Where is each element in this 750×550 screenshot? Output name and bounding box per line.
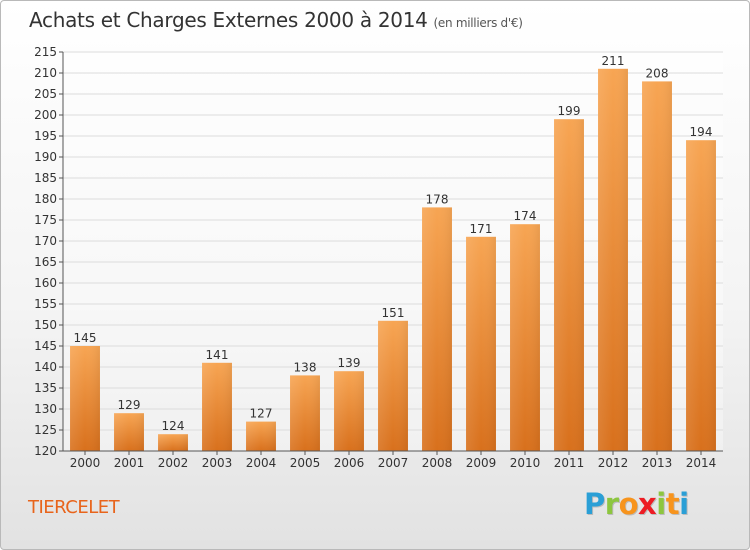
bar-shine [686,140,716,451]
x-tick-label-2007: 2007 [378,456,409,470]
bar-shine [158,434,188,451]
town-name: TIERCELET [28,497,120,518]
y-tick-label: 135 [34,381,57,395]
data-label-2012: 211 [602,54,625,68]
x-tick-label-2004: 2004 [246,456,277,470]
bar-shine [114,413,144,451]
y-tick-label: 175 [34,213,57,227]
data-label-2002: 124 [162,419,185,433]
x-tick-label-2010: 2010 [510,456,541,470]
bar-shine [378,320,408,451]
y-tick-label: 185 [34,171,57,185]
x-tick-label-2000: 2000 [70,456,101,470]
logo-letter: i [656,487,666,521]
y-tick-label: 130 [34,402,57,416]
logo-letter: t [665,487,680,521]
y-tick-label: 195 [34,129,57,143]
bar-shine [70,346,100,451]
chart-title: Achats et Charges Externes 2000 à 2014 (e… [29,8,523,32]
y-tick-label: 165 [34,255,57,269]
logo-letter: P [584,487,605,521]
bar-shine [598,68,628,452]
data-label-2007: 151 [382,306,405,320]
logo-letter: o [618,487,639,521]
x-tick-label-2013: 2013 [642,456,673,470]
x-tick-label-2006: 2006 [334,456,365,470]
x-tick-label-2005: 2005 [290,456,321,470]
y-tick-label: 205 [34,87,57,101]
bars [70,68,716,452]
data-label-2010: 174 [514,209,537,223]
bar-shine [334,371,364,451]
data-label-2003: 141 [206,348,229,362]
data-label-2004: 127 [250,407,273,421]
axes [59,51,723,455]
y-tick-label: 160 [34,276,57,290]
labels: 120 125 130 135 140 145 150 155 160 165 170 175 180 1… [34,45,716,470]
bar-shine [290,375,320,451]
data-label-2006: 139 [338,356,361,370]
x-tick-label-2002: 2002 [158,456,189,470]
data-label-2009: 171 [470,222,493,236]
data-label-2008: 178 [426,192,449,206]
y-tick-label: 150 [34,318,57,332]
x-tick-label-2012: 2012 [598,456,629,470]
bar-shine [554,119,584,451]
bar-shine [422,207,452,451]
y-tick-label: 180 [34,192,57,206]
data-label-2014: 194 [690,125,713,139]
x-tick-label-2014: 2014 [686,456,717,470]
data-label-2001: 129 [118,398,141,412]
logo-letter: i [679,487,689,521]
logo-letter: r [604,487,619,521]
bar-shine [202,362,232,451]
proxiti-logo: Proxiti [584,487,689,521]
data-label-2000: 145 [74,331,97,345]
y-tick-label: 155 [34,297,57,311]
y-tick-label: 200 [34,108,57,122]
bar-shine [466,236,496,451]
data-label-2011: 199 [558,104,581,118]
x-tick-label-2001: 2001 [114,456,145,470]
bar-shine [510,224,540,451]
x-tick-label-2008: 2008 [422,456,453,470]
bar-shine [642,81,672,452]
x-tick-label-2003: 2003 [202,456,233,470]
data-label-2005: 138 [294,360,317,374]
y-tick-label: 125 [34,423,57,437]
y-tick-label: 190 [34,150,57,164]
y-tick-label: 215 [34,45,57,59]
y-tick-label: 145 [34,339,57,353]
y-tick-label: 120 [34,444,57,458]
x-tick-label-2011: 2011 [554,456,585,470]
logo-letter: x [638,487,657,521]
x-tick-label-2009: 2009 [466,456,497,470]
y-tick-label: 170 [34,234,57,248]
y-tick-label: 210 [34,66,57,80]
chart-title-text: Achats et Charges Externes 2000 à 2014 [29,8,428,32]
y-tick-label: 140 [34,360,57,374]
data-label-2013: 208 [646,66,669,80]
bar-shine [246,421,276,451]
chart-subtitle: (en milliers d'€) [433,16,523,30]
